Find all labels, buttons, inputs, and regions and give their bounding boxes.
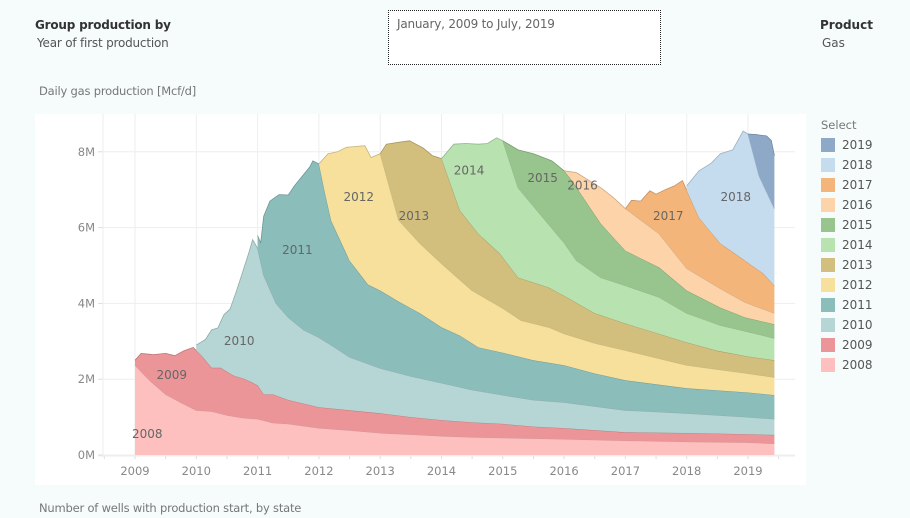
legend-item-2019[interactable]: 2019 [821, 135, 873, 155]
area-label-2012: 2012 [343, 190, 374, 204]
x-tick-label: 2009 [120, 464, 149, 478]
legend-swatch [821, 338, 835, 352]
area-layer-2019[interactable] [748, 134, 775, 209]
x-tick-label: 2016 [549, 464, 578, 478]
chart-panel: 2008 2009 2010 2011 2012 2013 2014 2015 2016 2017… [35, 114, 806, 485]
legend: Select 2019 2018 2017 2016 2015 2014 2013 2012 2… [821, 118, 873, 375]
legend-swatch [821, 298, 835, 312]
stacked-area-chart[interactable]: 2008 2009 2010 2011 2012 2013 2014 2015 2016 2017… [35, 114, 806, 485]
x-tick-label: 2014 [427, 464, 456, 478]
area-layer-2010[interactable] [196, 239, 775, 435]
area-label-2018: 2018 [720, 190, 751, 204]
x-tick-label: 2010 [182, 464, 211, 478]
legend-label: 2017 [842, 178, 873, 192]
chart-title: Daily gas production [Mcf/d] [39, 84, 196, 98]
legend-swatch [821, 238, 835, 252]
area-edge-2009 [134, 346, 775, 436]
y-tick-label: 2M [78, 372, 95, 386]
legend-swatch [821, 178, 835, 192]
x-tick-label: 2019 [733, 464, 762, 478]
product-value[interactable]: Gas [822, 36, 845, 50]
area-edge-2018 [686, 130, 775, 209]
area-label-2008: 2008 [132, 427, 163, 441]
x-tick-label: 2018 [672, 464, 701, 478]
y-tick-label: 6M [78, 221, 95, 235]
legend-swatch [821, 258, 835, 272]
group-by-value[interactable]: Year of first production [37, 36, 169, 50]
area-edge-2019 [747, 133, 775, 156]
area-label-2016: 2016 [567, 179, 598, 193]
legend-item-2010[interactable]: 2010 [821, 315, 873, 335]
legend-item-2018[interactable]: 2018 [821, 155, 873, 175]
x-tick-label: 2015 [488, 464, 517, 478]
area-label-2015: 2015 [527, 171, 558, 185]
area-layer-2008[interactable] [135, 365, 775, 455]
y-tick-label: 8M [78, 145, 95, 159]
area-label-2014: 2014 [454, 164, 485, 178]
area-layer-2012[interactable] [318, 145, 775, 396]
wells-section-title: Number of wells with production start, b… [39, 501, 302, 515]
area-label-2011: 2011 [282, 243, 313, 257]
area-layer-2013[interactable] [380, 140, 775, 378]
legend-swatch [821, 278, 835, 292]
date-range-filter[interactable]: January, 2009 to July, 2019 [388, 10, 661, 65]
legend-swatch [821, 218, 835, 232]
x-axis: 2009 2010 2011 2012 2013 2014 2015 2016 2017 2018… [98, 455, 795, 478]
legend-label: 2018 [842, 158, 873, 172]
legend-swatch [821, 138, 835, 152]
area-edge-2017 [625, 180, 775, 286]
x-tick-label: 2012 [304, 464, 333, 478]
legend-label: 2010 [842, 318, 873, 332]
legend-label: 2019 [842, 138, 873, 152]
product-filter[interactable]: Product Gas [820, 18, 873, 50]
legend-label: 2011 [842, 298, 873, 312]
group-by-filter[interactable]: Group production by Year of first produc… [35, 18, 171, 50]
area-layer-2014[interactable] [441, 137, 775, 361]
area-layer-2017[interactable] [625, 180, 775, 314]
x-tick-label: 2017 [611, 464, 640, 478]
legend-item-2014[interactable]: 2014 [821, 235, 873, 255]
area-layer-2011[interactable] [257, 160, 775, 419]
legend-label: 2013 [842, 258, 873, 272]
legend-label: 2014 [842, 238, 873, 252]
legend-swatch [821, 198, 835, 212]
y-tick-label: 4M [78, 296, 95, 310]
legend-label: 2009 [842, 338, 873, 352]
area-labels: 2008 2009 2010 2011 2012 2013 2014 2015 2016 2017… [132, 164, 751, 441]
area-layer-2015[interactable] [502, 140, 775, 339]
x-tick-label: 2013 [366, 464, 395, 478]
legend-item-2012[interactable]: 2012 [821, 275, 873, 295]
area-layers [134, 130, 775, 455]
area-label-2009: 2009 [157, 368, 188, 382]
legend-item-2017[interactable]: 2017 [821, 175, 873, 195]
area-layer-2009[interactable] [135, 347, 775, 444]
legend-label: 2012 [842, 278, 873, 292]
area-layer-2018[interactable] [686, 131, 775, 286]
legend-title: Select [821, 118, 857, 132]
area-layer-2016[interactable] [564, 170, 775, 325]
group-by-title: Group production by [35, 18, 171, 32]
product-title: Product [820, 18, 873, 32]
x-tick-label: 2011 [243, 464, 272, 478]
y-tick-label: 0M [78, 448, 95, 462]
area-label-2017: 2017 [653, 209, 684, 223]
legend-item-2013[interactable]: 2013 [821, 255, 873, 275]
legend-item-2009[interactable]: 2009 [821, 335, 873, 355]
area-label-2013: 2013 [399, 209, 430, 223]
legend-item-2015[interactable]: 2015 [821, 215, 873, 235]
legend-label: 2015 [842, 218, 873, 232]
legend-swatch [821, 158, 835, 172]
legend-item-2008[interactable]: 2008 [821, 355, 873, 375]
legend-swatch [821, 318, 835, 332]
area-label-2010: 2010 [224, 334, 255, 348]
y-axis: 0M 2M 4M 6M 8M [78, 114, 104, 462]
legend-item-2016[interactable]: 2016 [821, 195, 873, 215]
legend-item-2011[interactable]: 2011 [821, 295, 873, 315]
legend-label: 2008 [842, 358, 873, 372]
legend-swatch [821, 358, 835, 372]
legend-label: 2016 [842, 198, 873, 212]
